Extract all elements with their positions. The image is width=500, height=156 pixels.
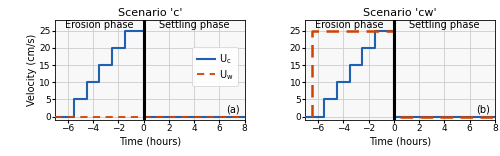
Legend: $\mathrm{U_c}$, $\mathrm{U_w}$: $\mathrm{U_c}$, $\mathrm{U_w}$: [192, 47, 238, 86]
Text: Erosion phase: Erosion phase: [316, 20, 384, 30]
Title: Scenario 'c': Scenario 'c': [118, 8, 182, 18]
Title: Scenario 'cw': Scenario 'cw': [364, 8, 437, 18]
Text: Settling phase: Settling phase: [409, 20, 480, 30]
Text: Settling phase: Settling phase: [159, 20, 230, 30]
X-axis label: Time (hours): Time (hours): [119, 136, 181, 146]
Y-axis label: Velocity (cm/s): Velocity (cm/s): [26, 34, 36, 106]
Text: (b): (b): [476, 105, 490, 115]
Text: (a): (a): [226, 105, 239, 115]
X-axis label: Time (hours): Time (hours): [369, 136, 431, 146]
Text: Erosion phase: Erosion phase: [65, 20, 134, 30]
